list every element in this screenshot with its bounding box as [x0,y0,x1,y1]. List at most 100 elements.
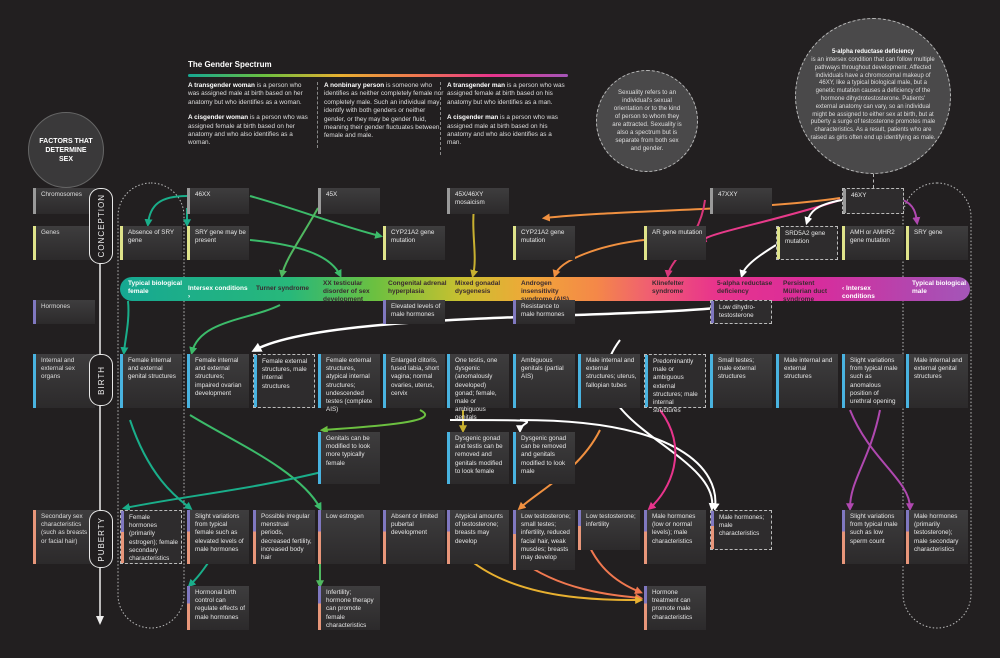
sexuality-text: Sexuality refers to an individual's sexu… [612,89,682,152]
pathway-box: Predominantly male or ambiguous external… [644,354,706,414]
box-color-bar [187,586,190,630]
pathway-box: Dysgenic gonad and testis can be removed… [447,432,509,484]
box-text: CYP21A2 gene mutation [521,229,565,245]
gender-definition: A nonbinary person is someone who identi… [324,82,444,141]
pathway-box: Elevated levels of male hormones [383,300,445,324]
row-label-text: Secondary sex characteristics (such as b… [41,513,88,545]
definition-text: is a person who was assigned male at bir… [447,114,558,147]
box-text: AR gene mutation [652,229,703,236]
box-color-bar [121,511,124,563]
pathway-box: Infertility; hormone therapy can promote… [318,586,380,630]
box-text: Male hormones (low or normal levels); ma… [652,513,696,545]
row-label-text: Internal and external sex organs [41,357,75,381]
pathway-box: Hormonal birth control can regulate effe… [187,586,249,630]
gender-definition-column: A transgender woman is a person who was … [182,82,308,155]
female-column-outline [117,182,185,629]
box-text: Female external structures, male interna… [262,358,308,390]
box-text: Small testes; male external structures [718,357,756,381]
box-color-bar [513,510,516,570]
box-color-bar [645,355,648,407]
pathway-box: Male internal and external structures; u… [578,354,640,408]
box-text: Elevated levels of male hormones [391,303,441,319]
box-text: Male internal and external structures; u… [586,357,637,389]
pathway-box: CYP21A2 gene mutation [383,226,445,260]
box-color-bar [120,354,123,408]
pathway-box: Resistance to male hormones [513,300,575,324]
box-color-bar [711,511,714,549]
box-text: Atypical amounts of testosterone; breast… [455,513,503,545]
pathway-box: 46XX [187,188,249,214]
definition-term: A cisgender man [447,114,499,122]
spectrum-label: Intersex conditions › [188,285,248,300]
pathway-box: CYP21A2 gene mutation [513,226,575,260]
spectrum-title: The Gender Spectrum [188,60,272,69]
box-text: 46XY [851,192,867,199]
box-text: Predominantly male or ambiguous external… [653,358,698,415]
box-color-bar [906,510,909,564]
pathway-box: AR gene mutation [644,226,706,260]
box-text: One testis, one dysgenic (anomalously de… [455,357,498,422]
box-color-bar [318,354,321,408]
box-color-bar [644,510,647,564]
factors-title: FACTORS THAT DETERMINE SEX [39,137,93,163]
pathway-box: Small testes; male external structures [710,354,772,408]
box-color-bar [644,586,647,630]
box-text: Hormonal birth control can regulate effe… [195,589,245,621]
stage-label: PUBERTY [96,516,106,562]
box-text: AMH or AMHR2 gene mutation [850,229,895,245]
box-color-bar [318,586,321,630]
pathway-box: Atypical amounts of testosterone; breast… [447,510,509,564]
box-color-bar [578,354,581,408]
box-color-bar [187,510,190,564]
pathway-box: 47XXY [710,188,772,214]
box-color-bar [513,432,516,484]
box-color-bar [906,354,909,408]
gender-definition: A cisgender woman is a person who was as… [188,114,308,148]
box-color-bar [842,226,845,260]
row-label-bar [33,188,36,214]
spectrum-label: Congenital adrenal hyperplasia [388,280,447,295]
pathway-box: Female internal and external structures;… [187,354,249,408]
srd-connector [873,174,874,188]
srd-bubble: 5-alpha reductase deficiency is an inters… [795,18,951,174]
row-label-genes: Genes [33,226,95,260]
box-text: Female hormones (primarily estrogen); fe… [129,514,179,563]
box-text: Male hormones; male characteristics [719,514,765,538]
definition-term: A cisgender woman [188,114,249,122]
box-text: 47XXY [718,191,738,198]
box-color-bar [843,189,846,213]
timeline-arrow-icon [96,616,104,625]
box-text: Slight variations from typical male such… [850,357,898,406]
spectrum-label: ‹ Intersex conditions [842,285,875,300]
pathway-box: Male hormones (low or normal levels); ma… [644,510,706,564]
spectrum-label: 5-alpha reductase deficiency [717,280,773,295]
box-color-bar [513,354,516,408]
pathway-box: Absence of SRY gene [120,226,182,260]
box-color-bar [447,510,450,564]
box-color-bar [842,354,845,408]
box-text: 46XX [195,191,211,198]
box-text: Enlarged clitoris, fused labia, short va… [391,357,439,397]
pathway-box: Possible irregular menstrual periods, de… [253,510,315,564]
box-text: Male internal and external structures [784,357,833,381]
box-text: Slight variations from typical female su… [195,513,244,553]
definition-text: is someone who identifies as neither com… [324,82,444,140]
row-label-text: Chromosomes [41,191,82,198]
definition-text: is a person who was assigned female at b… [188,114,308,147]
box-text: Low estrogen [326,513,364,520]
box-color-bar [644,226,647,260]
pathway-box: Male hormones; male characteristics [710,510,772,550]
factors-circle: FACTORS THAT DETERMINE SEX [28,112,104,188]
pathway-box: Slight variations from typical male such… [842,354,904,408]
pathway-box: 45X [318,188,380,214]
pathway-box: Low testosterone; infertility [578,510,640,550]
box-color-bar [776,354,779,408]
definition-term: A nonbinary person [324,82,385,89]
box-color-bar [383,300,386,324]
box-text: 45X/46XY mosaicism [455,191,485,207]
box-text: Possible irregular menstrual periods, de… [261,513,312,562]
definition-text: is a person who was assigned male at bir… [188,82,303,106]
box-color-bar [513,300,516,324]
pathway-box: SRD5A2 gene mutation [776,226,838,260]
gender-definition-column: A nonbinary person is someone who identi… [317,82,444,148]
